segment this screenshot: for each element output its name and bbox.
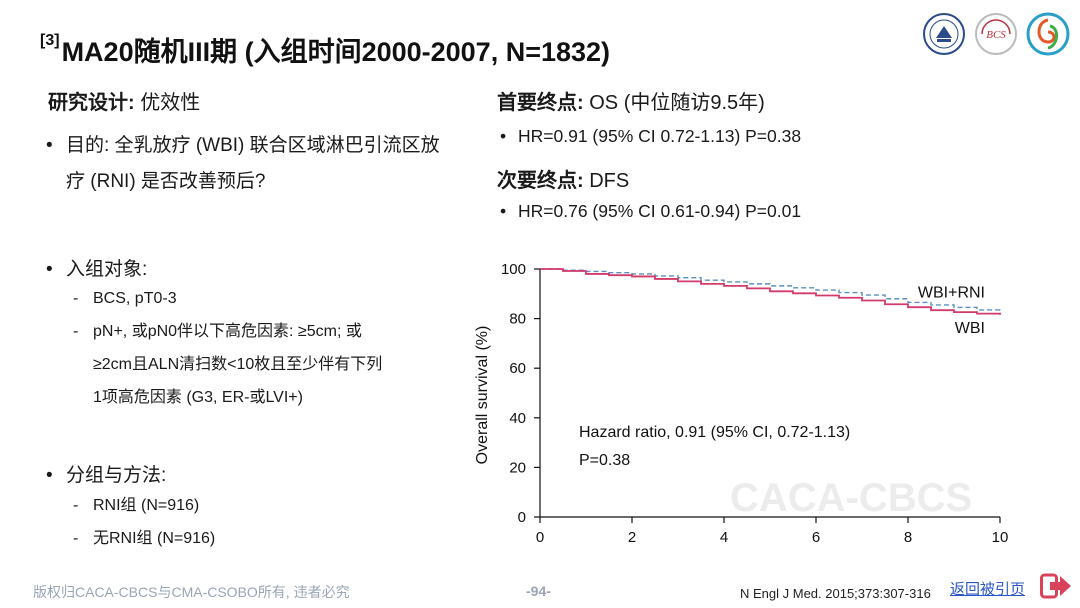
logo-group: BCS bbox=[922, 12, 1070, 56]
study-design-label: 研究设计: bbox=[48, 92, 135, 114]
x-tick-label: 6 bbox=[812, 529, 820, 546]
chart-axes: 0 20 40 60 80 100 0 2 4 6 8 10 bbox=[501, 261, 1008, 546]
y-axis-label: Overall survival (%) bbox=[474, 326, 491, 465]
series-label: WBI+RNI bbox=[918, 284, 985, 301]
chart-series: WBI+RNI WBI bbox=[540, 268, 1001, 337]
series-line-wbi-rni bbox=[540, 268, 1001, 313]
secondary-endpoint-label: 次要终点: bbox=[497, 170, 584, 192]
study-design: 研究设计: 优效性 bbox=[48, 86, 200, 115]
primary-endpoint-value: OS (中位随访9.5年) bbox=[589, 92, 765, 114]
spiral-logo-icon bbox=[1026, 12, 1070, 56]
group-item: - 无RNI组 (N=916) bbox=[73, 530, 216, 547]
population-item-cont: ≥2cm且ALN清扫数<10枚且至少伴有下列 bbox=[93, 348, 382, 381]
university-logo-icon bbox=[923, 13, 965, 55]
bullet-dot: • bbox=[46, 465, 53, 486]
secondary-result: • HR=0.76 (95% CI 0.61-0.94) P=0.01 bbox=[500, 201, 802, 222]
x-tick-label: 4 bbox=[720, 529, 728, 546]
citation: N Engl J Med. 2015;373:307-316 bbox=[740, 586, 931, 601]
chart-watermark: CACA-CBCS bbox=[730, 476, 972, 520]
study-design-value: 优效性 bbox=[140, 92, 201, 114]
population-item-text: ≥2cm且ALN清扫数<10枚且至少伴有下列 bbox=[93, 356, 383, 373]
group-item-text: RNI组 (N=916) bbox=[93, 497, 200, 514]
population-item: - BCS, pT0-3 bbox=[73, 290, 177, 307]
secondary-result-text: HR=0.76 (95% CI 0.61-0.94) P=0.01 bbox=[518, 201, 802, 221]
primary-result: • HR=0.91 (95% CI 0.72-1.13) P=0.38 bbox=[500, 126, 802, 147]
p-value-annotation: P=0.38 bbox=[579, 452, 630, 469]
population-item-text: pN+, 或pN0伴以下高危因素: ≥5cm; 或 bbox=[93, 323, 362, 340]
reference-marker: [3] bbox=[40, 32, 60, 49]
population-item-text: 1项高危因素 (G3, ER-或LVI+) bbox=[93, 389, 303, 406]
bcs-logo: BCS bbox=[974, 12, 1018, 56]
bcs-logo-text: BCS bbox=[986, 29, 1006, 41]
slide-title: [3]MA20随机III期 (入组时间2000-2007, N=1832) bbox=[40, 30, 610, 69]
y-tick-label: 60 bbox=[509, 360, 526, 377]
bullet-groups-text: 分组与方法: bbox=[66, 465, 167, 486]
primary-endpoint-label: 首要终点: bbox=[497, 92, 584, 114]
bullet-dot: • bbox=[500, 126, 507, 146]
exit-arrow-icon[interactable] bbox=[1040, 572, 1072, 600]
bullet-population-text: 入组对象: bbox=[66, 259, 148, 280]
bullet-purpose-text: 目的: 全乳放疗 (WBI) 联合区域淋巴引流区放疗 (RNI) 是否改善预后? bbox=[66, 135, 440, 192]
slide-title-text: MA20随机III期 (入组时间2000-2007, N=1832) bbox=[61, 37, 611, 67]
population-item-text: BCS, pT0-3 bbox=[93, 290, 177, 307]
group-item-text: 无RNI组 (N=916) bbox=[93, 530, 216, 547]
x-tick-label: 8 bbox=[904, 529, 912, 546]
copyright-notice: 版权归CACA-CBCS与CMA-CSOBO所有, 违者必究 bbox=[33, 584, 350, 600]
hazard-ratio-annotation: Hazard ratio, 0.91 (95% CI, 0.72-1.13) bbox=[579, 424, 850, 441]
series-line-wbi bbox=[540, 268, 1001, 315]
bullet-dot: • bbox=[500, 201, 507, 221]
series-label: WBI bbox=[955, 320, 985, 337]
y-tick-label: 40 bbox=[509, 410, 526, 427]
bullet-dot: • bbox=[46, 135, 53, 156]
x-tick-label: 2 bbox=[628, 529, 636, 546]
y-tick-label: 0 bbox=[518, 509, 526, 526]
primary-result-text: HR=0.91 (95% CI 0.72-1.13) P=0.38 bbox=[518, 126, 802, 146]
y-tick-label: 20 bbox=[509, 459, 526, 476]
group-item: - RNI组 (N=916) bbox=[73, 497, 200, 514]
y-tick-label: 100 bbox=[501, 261, 526, 278]
population-item: - pN+, 或pN0伴以下高危因素: ≥5cm; 或 bbox=[73, 323, 362, 340]
x-tick-label: 10 bbox=[992, 529, 1009, 546]
spiral-logo bbox=[1026, 12, 1070, 56]
secondary-endpoint-value: DFS bbox=[589, 170, 630, 192]
bullet-dot: • bbox=[46, 259, 53, 280]
bullet-population: • 入组对象: bbox=[46, 252, 148, 288]
x-tick-label: 0 bbox=[536, 529, 544, 546]
population-item-cont: 1项高危因素 (G3, ER-或LVI+) bbox=[93, 381, 303, 414]
bullet-groups: • 分组与方法: bbox=[46, 458, 167, 494]
page-number: -94- bbox=[526, 583, 551, 599]
back-link[interactable]: 返回被引页 bbox=[950, 581, 1026, 598]
y-tick-label: 80 bbox=[509, 311, 526, 328]
secondary-endpoint: 次要终点: DFS bbox=[497, 164, 629, 193]
primary-endpoint: 首要终点: OS (中位随访9.5年) bbox=[497, 86, 765, 115]
university-logo bbox=[922, 12, 966, 56]
bullet-purpose: • 目的: 全乳放疗 (WBI) 联合区域淋巴引流区放疗 (RNI) 是否改善预… bbox=[46, 128, 456, 200]
bcs-logo-icon: BCS bbox=[975, 13, 1017, 55]
